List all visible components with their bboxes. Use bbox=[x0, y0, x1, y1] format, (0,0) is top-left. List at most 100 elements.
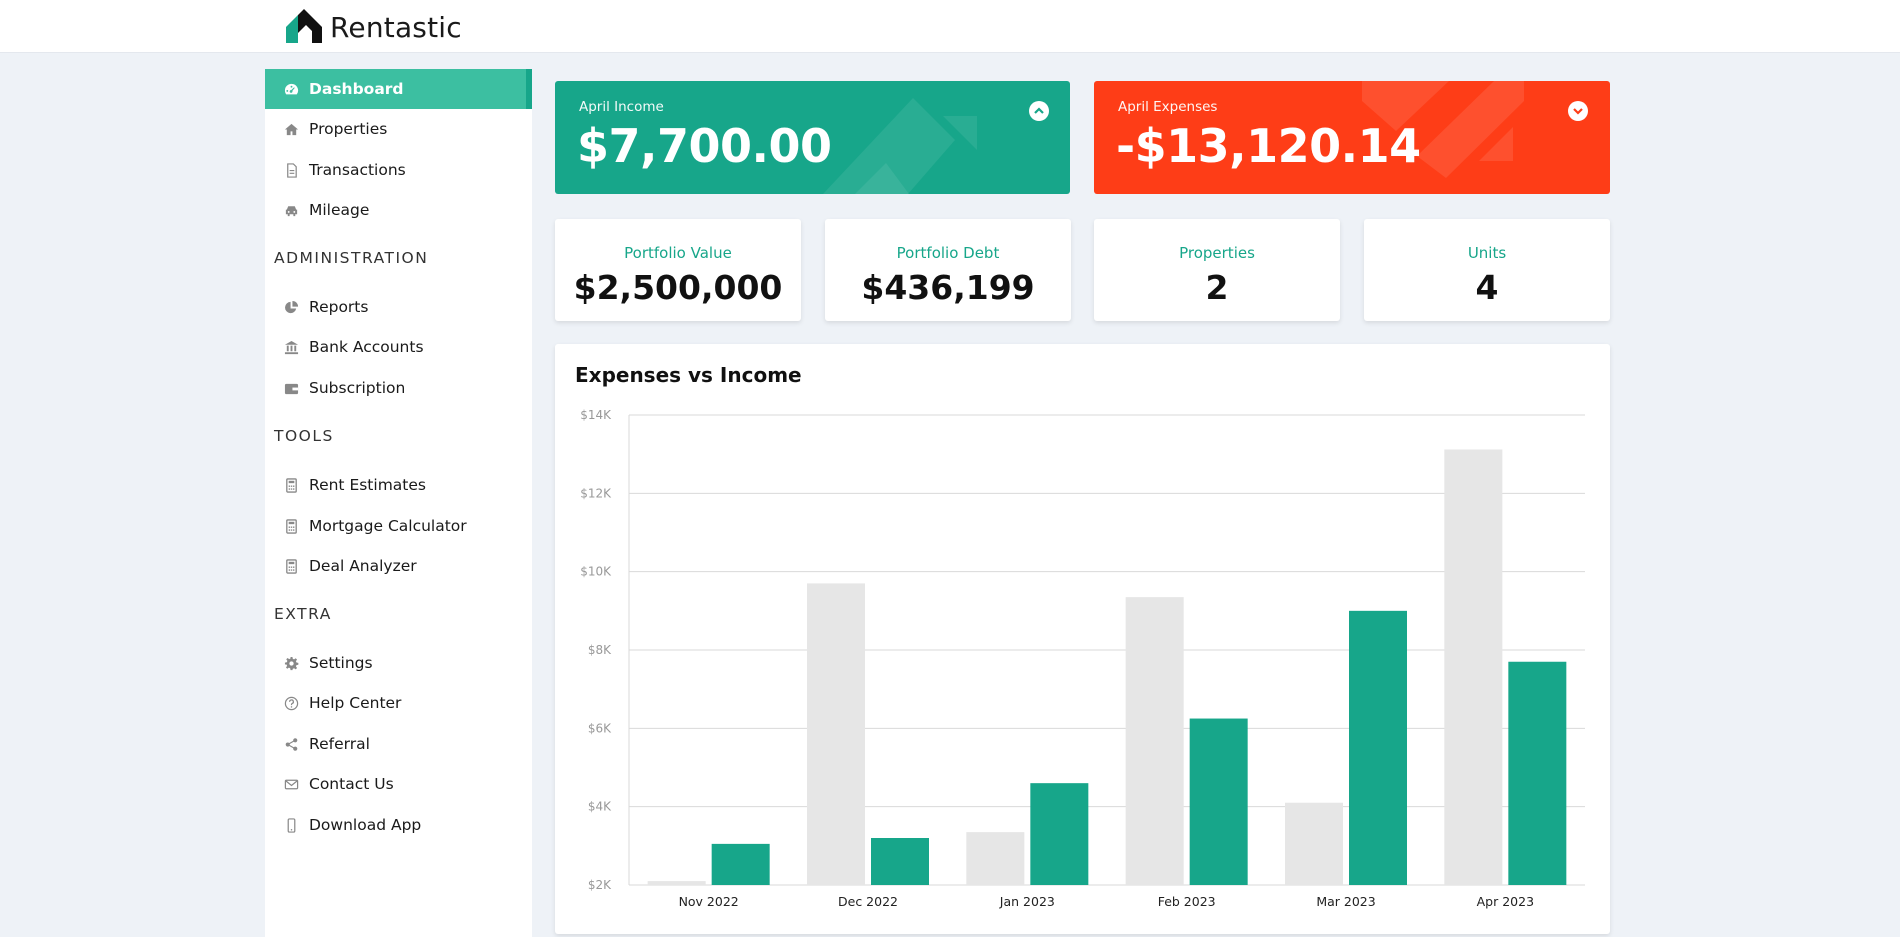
stat-label: Portfolio Debt bbox=[896, 244, 1000, 262]
sidebar-item-label: Help Center bbox=[309, 694, 402, 712]
stat-value: $436,199 bbox=[861, 268, 1035, 307]
top-bar: Rentastic bbox=[0, 0, 1900, 53]
bar-nov-2022-series-0 bbox=[647, 881, 706, 885]
y-tick-label: $6K bbox=[588, 721, 612, 735]
x-tick-label: Feb 2023 bbox=[1158, 894, 1216, 909]
bar-apr-2023-series-1 bbox=[1508, 661, 1567, 885]
sidebar-item-mileage[interactable]: Mileage bbox=[265, 190, 532, 230]
share-icon bbox=[283, 736, 299, 752]
stat-value: $2,500,000 bbox=[573, 268, 783, 307]
y-tick-label: $4K bbox=[588, 800, 612, 814]
sidebar-item-contact-us[interactable]: Contact Us bbox=[265, 764, 532, 804]
sidebar-item-label: Transactions bbox=[309, 161, 406, 179]
sidebar: Dashboard Properties Transactions Mileage AD… bbox=[265, 69, 532, 937]
mobile-icon bbox=[283, 817, 299, 833]
sidebar-item-help-center[interactable]: Help Center bbox=[265, 683, 532, 723]
sidebar-section-tools: TOOLS bbox=[274, 427, 334, 445]
sidebar-item-label: Mortgage Calculator bbox=[309, 517, 467, 535]
logo[interactable]: Rentastic bbox=[284, 8, 462, 46]
sidebar-item-properties[interactable]: Properties bbox=[265, 109, 532, 149]
sidebar-item-transactions[interactable]: Transactions bbox=[265, 150, 532, 190]
stat-value: 2 bbox=[1205, 268, 1229, 307]
bar-jan-2023-series-1 bbox=[1030, 783, 1089, 885]
sidebar-item-label: Subscription bbox=[309, 379, 406, 397]
sidebar-item-referral[interactable]: Referral bbox=[265, 724, 532, 764]
decorative-pattern bbox=[1362, 81, 1524, 178]
expenses-income-chart-card: Expenses vs Income $2K $4K $6K $8K $10K $12K $… bbox=[555, 344, 1610, 934]
sidebar-item-label: Download App bbox=[309, 816, 422, 834]
y-tick-label: $14K bbox=[580, 408, 612, 422]
sidebar-item-reports[interactable]: Reports bbox=[265, 287, 532, 327]
stat-portfolio-value: Portfolio Value $2,500,000 bbox=[555, 219, 801, 321]
bar-dec-2022-series-1 bbox=[871, 838, 929, 885]
stat-label: Properties bbox=[1179, 244, 1255, 262]
x-tick-label: Dec 2022 bbox=[838, 894, 898, 909]
house-logo-icon bbox=[286, 9, 322, 43]
y-tick-label: $2K bbox=[588, 878, 612, 892]
gear-icon bbox=[283, 655, 299, 671]
expenses-value: -$13,120.14 bbox=[1116, 119, 1421, 173]
sidebar-item-label: Reports bbox=[309, 298, 369, 316]
y-tick-label: $8K bbox=[588, 643, 612, 657]
x-tick-label: Apr 2023 bbox=[1477, 894, 1534, 909]
stat-label: Units bbox=[1467, 244, 1507, 262]
sidebar-section-extra: EXTRA bbox=[274, 605, 332, 623]
app-name: Rentastic bbox=[330, 10, 462, 44]
stat-properties: Properties 2 bbox=[1094, 219, 1340, 321]
envelope-icon bbox=[283, 776, 299, 792]
chevron-down-icon[interactable] bbox=[1568, 101, 1588, 121]
sidebar-item-label: Bank Accounts bbox=[309, 338, 424, 356]
sidebar-item-label: Dashboard bbox=[309, 80, 404, 98]
income-label: April Income bbox=[579, 99, 664, 115]
document-icon bbox=[283, 162, 299, 178]
x-tick-label: Nov 2022 bbox=[679, 894, 739, 909]
bar-apr-2023-series-0 bbox=[1444, 449, 1503, 885]
sidebar-item-label: Contact Us bbox=[309, 775, 394, 793]
car-icon bbox=[283, 202, 299, 218]
bar-nov-2022-series-1 bbox=[711, 843, 770, 885]
sidebar-item-label: Settings bbox=[309, 654, 373, 672]
chart-title: Expenses vs Income bbox=[575, 363, 802, 387]
calculator-icon bbox=[283, 518, 299, 534]
bar-mar-2023-series-0 bbox=[1285, 802, 1343, 885]
bar-dec-2022-series-0 bbox=[807, 583, 865, 885]
sidebar-item-label: Mileage bbox=[309, 201, 370, 219]
sidebar-item-label: Deal Analyzer bbox=[309, 557, 417, 575]
calculator-icon bbox=[283, 558, 299, 574]
income-value: $7,700.00 bbox=[577, 119, 832, 173]
wallet-icon bbox=[283, 380, 299, 396]
bar-feb-2023-series-1 bbox=[1189, 718, 1248, 885]
sidebar-item-subscription[interactable]: Subscription bbox=[265, 368, 532, 408]
bar-feb-2023-series-0 bbox=[1125, 597, 1184, 885]
sidebar-item-download-app[interactable]: Download App bbox=[265, 805, 532, 845]
stat-value: 4 bbox=[1475, 268, 1499, 307]
bar-mar-2023-series-1 bbox=[1349, 610, 1407, 885]
home-icon bbox=[283, 121, 299, 137]
sidebar-item-bank-accounts[interactable]: Bank Accounts bbox=[265, 327, 532, 367]
y-tick-label: $12K bbox=[580, 486, 612, 500]
expenses-income-chart: $2K $4K $6K $8K $10K $12K $14K Nov 2022 Dec 2022… bbox=[580, 408, 1585, 909]
expenses-label: April Expenses bbox=[1118, 99, 1218, 115]
bank-icon bbox=[283, 339, 299, 355]
bar-jan-2023-series-0 bbox=[966, 832, 1025, 885]
sidebar-item-rent-estimates[interactable]: Rent Estimates bbox=[265, 465, 532, 505]
x-tick-label: Mar 2023 bbox=[1316, 894, 1375, 909]
x-tick-label: Jan 2023 bbox=[999, 894, 1055, 909]
sidebar-item-label: Rent Estimates bbox=[309, 476, 426, 494]
stat-units: Units 4 bbox=[1364, 219, 1610, 321]
question-icon bbox=[283, 695, 299, 711]
stat-label: Portfolio Value bbox=[624, 244, 732, 262]
decorative-pattern bbox=[823, 98, 977, 194]
chevron-up-icon[interactable] bbox=[1029, 101, 1049, 121]
sidebar-item-settings[interactable]: Settings bbox=[265, 643, 532, 683]
calculator-icon bbox=[283, 477, 299, 493]
sidebar-item-label: Referral bbox=[309, 735, 370, 753]
pie-chart-icon bbox=[283, 299, 299, 315]
sidebar-item-dashboard[interactable]: Dashboard bbox=[265, 69, 532, 109]
expenses-card: April Expenses -$13,120.14 bbox=[1094, 81, 1610, 194]
sidebar-item-label: Properties bbox=[309, 120, 388, 138]
y-tick-label: $10K bbox=[580, 565, 612, 579]
income-card: April Income $7,700.00 bbox=[555, 81, 1070, 194]
sidebar-item-mortgage-calculator[interactable]: Mortgage Calculator bbox=[265, 506, 532, 546]
sidebar-item-deal-analyzer[interactable]: Deal Analyzer bbox=[265, 546, 532, 586]
